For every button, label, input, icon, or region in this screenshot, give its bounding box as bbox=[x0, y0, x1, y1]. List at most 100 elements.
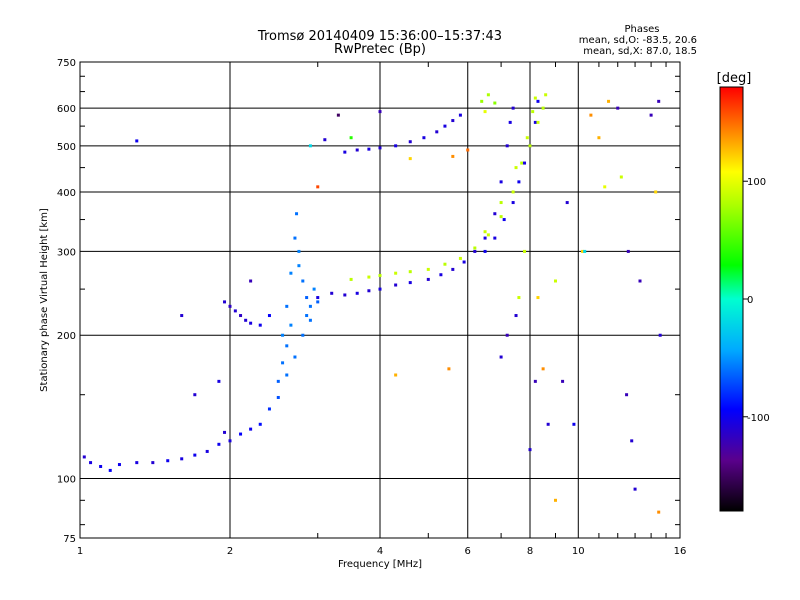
data-point bbox=[480, 99, 484, 103]
x-tick-label: 4 bbox=[377, 546, 383, 557]
data-point bbox=[312, 287, 316, 291]
data-point bbox=[285, 344, 289, 348]
data-point bbox=[305, 296, 309, 300]
data-point bbox=[249, 321, 253, 325]
data-point bbox=[323, 138, 327, 142]
x-axis-label: Frequency [MHz] bbox=[338, 559, 422, 570]
data-point bbox=[285, 304, 289, 308]
data-point bbox=[343, 293, 347, 297]
data-point bbox=[607, 99, 611, 103]
data-point bbox=[166, 459, 170, 463]
data-point bbox=[625, 393, 629, 397]
colorbar: [deg] 100 0 -100 bbox=[717, 71, 770, 512]
data-point bbox=[276, 379, 280, 383]
phase-x-stats: mean, sd,X: 87.0, 18.5 bbox=[583, 46, 697, 57]
data-point bbox=[541, 367, 545, 371]
data-point bbox=[525, 136, 529, 140]
data-point bbox=[217, 379, 221, 383]
colorbar-tick-label: 100 bbox=[747, 177, 766, 188]
data-point bbox=[89, 461, 93, 465]
data-point bbox=[493, 101, 497, 105]
data-point bbox=[249, 279, 253, 283]
data-point bbox=[443, 124, 447, 128]
data-point bbox=[289, 323, 293, 327]
data-point bbox=[281, 361, 285, 365]
data-point bbox=[462, 260, 466, 264]
data-point bbox=[458, 256, 462, 260]
data-point bbox=[473, 246, 477, 250]
data-point bbox=[505, 333, 509, 337]
data-point bbox=[289, 271, 293, 275]
data-point bbox=[451, 154, 455, 158]
data-point bbox=[435, 130, 439, 134]
data-point bbox=[297, 249, 301, 253]
data-point bbox=[493, 212, 497, 216]
data-point bbox=[426, 277, 430, 281]
data-point bbox=[572, 422, 576, 426]
data-point bbox=[228, 439, 232, 443]
data-point bbox=[523, 161, 527, 165]
data-point bbox=[626, 249, 630, 253]
data-point bbox=[355, 148, 359, 152]
data-point bbox=[193, 393, 197, 397]
data-point bbox=[633, 487, 637, 491]
y-axis-label: Stationary phase Virtual Height [km] bbox=[39, 208, 50, 392]
data-point bbox=[233, 309, 237, 313]
data-point bbox=[330, 291, 334, 295]
data-point bbox=[581, 249, 585, 253]
data-point bbox=[285, 373, 289, 377]
data-points bbox=[82, 93, 662, 514]
data-point bbox=[483, 110, 487, 114]
x-tick-label: 16 bbox=[674, 546, 687, 557]
data-point bbox=[447, 367, 451, 371]
data-point bbox=[483, 230, 487, 234]
data-point bbox=[378, 274, 382, 278]
data-point bbox=[343, 150, 347, 154]
data-point bbox=[649, 113, 653, 117]
x-axis-ticks: 1 2 4 6 8 10 16 bbox=[77, 62, 687, 557]
y-tick-label: 500 bbox=[57, 142, 76, 153]
data-point bbox=[536, 120, 540, 124]
data-point bbox=[408, 157, 412, 161]
data-point bbox=[316, 296, 320, 300]
data-point bbox=[408, 281, 412, 285]
data-point bbox=[451, 119, 455, 123]
data-point bbox=[349, 277, 353, 281]
data-point bbox=[536, 296, 540, 300]
data-point bbox=[483, 249, 487, 253]
data-point bbox=[511, 106, 515, 110]
data-point bbox=[367, 147, 371, 151]
data-point bbox=[193, 453, 197, 457]
data-point bbox=[486, 233, 490, 237]
data-point bbox=[657, 510, 661, 514]
grid bbox=[80, 62, 680, 538]
y-tick-label: 400 bbox=[57, 188, 76, 199]
data-point bbox=[295, 212, 299, 216]
data-point bbox=[511, 190, 515, 194]
data-point bbox=[367, 275, 371, 279]
data-point bbox=[308, 318, 312, 322]
data-point bbox=[336, 113, 340, 117]
x-tick-label: 6 bbox=[465, 546, 471, 557]
data-point bbox=[589, 113, 593, 117]
data-point bbox=[493, 236, 497, 240]
data-point bbox=[99, 464, 103, 468]
colorbar-tick-label: -100 bbox=[747, 413, 770, 424]
data-point bbox=[394, 144, 398, 148]
data-point bbox=[502, 218, 506, 222]
data-point bbox=[533, 120, 537, 124]
data-point bbox=[355, 291, 359, 295]
phase-heading: Phases bbox=[624, 24, 659, 35]
data-point bbox=[180, 314, 184, 318]
data-point bbox=[458, 113, 462, 117]
data-point bbox=[533, 96, 537, 100]
data-point bbox=[505, 144, 509, 148]
data-point bbox=[439, 273, 443, 277]
data-point bbox=[565, 201, 569, 205]
data-point bbox=[638, 279, 642, 283]
data-point bbox=[483, 236, 487, 240]
y-tick-label: 600 bbox=[57, 104, 76, 115]
data-point bbox=[443, 262, 447, 266]
data-point bbox=[308, 304, 312, 308]
